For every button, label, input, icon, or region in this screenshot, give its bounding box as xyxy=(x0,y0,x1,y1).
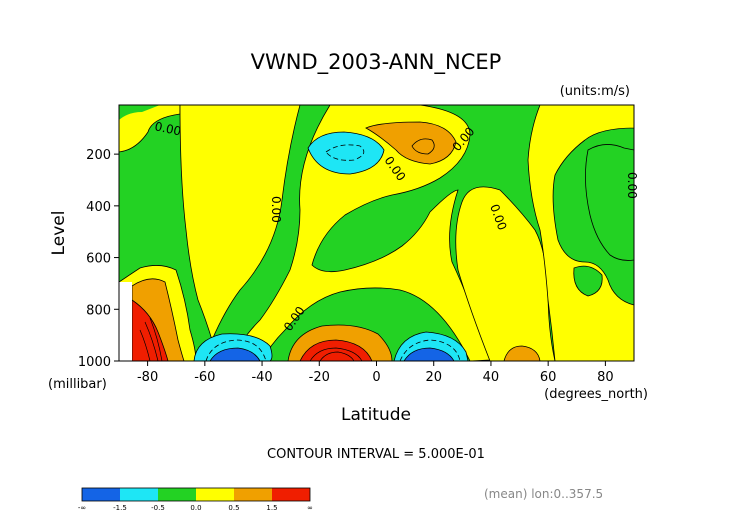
plot-area: 0.00 0.00 0.00 0.00 0.00 0.00 0.00 xyxy=(118,104,639,362)
colorbar-swatch xyxy=(158,488,196,501)
y-axis-title: Level xyxy=(49,211,69,256)
field-blue-surface-north xyxy=(403,347,455,361)
x-tick-label: 60 xyxy=(540,370,557,385)
y-tick-label: 800 xyxy=(86,303,111,318)
colorbar-frame xyxy=(81,487,311,502)
x-tick-label: 0 xyxy=(372,370,380,385)
contour-labels: 0.00 0.00 0.00 0.00 0.00 0.00 0.00 xyxy=(153,119,639,333)
colorbar-tick-label: 0.5 xyxy=(228,504,239,512)
field-green-arctic xyxy=(585,144,634,261)
field-orange-upper xyxy=(365,121,457,165)
colorbar-swatch xyxy=(272,488,310,501)
y-axis-unit: (millibar) xyxy=(48,377,107,392)
x-axis-unit: (degrees_north) xyxy=(544,387,648,402)
x-tick-label: -60 xyxy=(194,370,215,385)
x-tick-label: -40 xyxy=(251,370,272,385)
colorbar: -∞ -1.5 -0.5 0.0 0.5 1.5 ∞ xyxy=(78,487,313,512)
y-tick-label: 600 xyxy=(86,252,111,267)
colorbar-swatch xyxy=(196,488,234,501)
contour-label-5: 0.00 xyxy=(625,172,639,199)
y-axis: 200 400 600 800 1000 xyxy=(78,148,119,370)
x-tick-label: -80 xyxy=(137,370,158,385)
colorbar-tick-label: 1.5 xyxy=(266,504,277,512)
field-red-surface-subtropic xyxy=(299,339,373,361)
units-label: (units:m/s) xyxy=(560,84,630,99)
field-yellow-topleft xyxy=(119,105,181,153)
contour-label-3: 0.00 xyxy=(269,196,283,223)
field-green-small xyxy=(573,265,603,297)
x-tick-label: -20 xyxy=(309,370,330,385)
colorbar-tick-label: -0.5 xyxy=(151,504,165,512)
x-tick-label: 80 xyxy=(597,370,614,385)
y-tick-label: 1000 xyxy=(78,355,111,370)
field-orange-surface-midlat xyxy=(503,345,541,361)
colorbar-swatch xyxy=(234,488,272,501)
colorbar-tick-label: -1.5 xyxy=(113,504,127,512)
colorbar-tick-label: ∞ xyxy=(307,504,313,512)
footer-note: (mean) lon:0..357.5 xyxy=(484,487,603,501)
colorbar-swatch xyxy=(120,488,158,501)
x-tick-label: 40 xyxy=(483,370,500,385)
y-tick-label: 400 xyxy=(86,200,111,215)
colorbar-swatch xyxy=(82,488,120,501)
y-tick-label: 200 xyxy=(86,148,111,163)
contour-label-0: 0.00 xyxy=(153,119,182,138)
field-cyan-upper xyxy=(307,131,385,175)
chart-title: VWND_2003-ANN_NCEP xyxy=(251,50,502,75)
x-tick-label: 20 xyxy=(425,370,442,385)
colorbar-tick-label: 0.0 xyxy=(190,504,201,512)
x-axis: -80 -60 -40 -20 0 20 40 60 80 xyxy=(137,361,614,385)
colorbar-tick-label: -∞ xyxy=(78,504,86,512)
field-missing-antarctica xyxy=(119,282,132,361)
field-yellow-northeast xyxy=(527,105,634,361)
field-green-corner xyxy=(119,105,160,120)
contour-interval: CONTOUR INTERVAL = 5.000E-01 xyxy=(267,447,485,462)
field-blue-surface-south xyxy=(209,347,261,361)
x-axis-title: Latitude xyxy=(341,405,411,425)
field-yellow-central xyxy=(231,105,491,361)
